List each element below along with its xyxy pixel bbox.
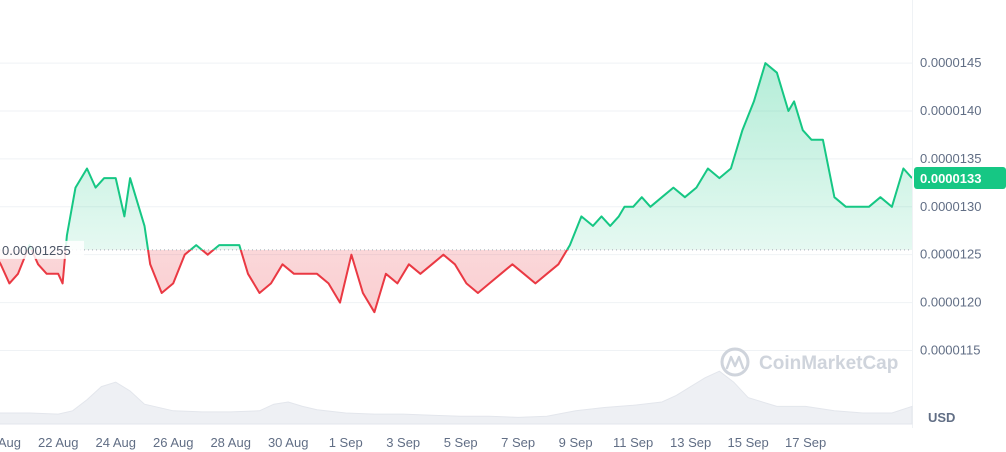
y-tick-label: 0.0000135 <box>920 151 981 166</box>
x-axis-ticks: 20 Aug 22 Aug 24 Aug 26 Aug 28 Aug 30 Aug 1 Se… <box>0 435 826 450</box>
y-tick-label: 0.0000125 <box>920 247 981 262</box>
x-tick-label: 20 Aug <box>0 435 21 450</box>
x-tick-label: 24 Aug <box>95 435 136 450</box>
x-tick-label: 17 Sep <box>785 435 826 450</box>
price-line-below-baseline <box>0 249 569 314</box>
baseline-label: 0.00001255 <box>0 240 84 259</box>
volume-area <box>0 370 913 425</box>
x-tick-label: 15 Sep <box>728 435 769 450</box>
x-tick-label: 30 Aug <box>268 435 309 450</box>
y-axis-ticks: 0.0000115 0.0000120 0.0000125 0.0000130 0.00… <box>920 55 981 357</box>
current-price-text: 0.0000133 <box>920 171 981 186</box>
y-tick-label: 0.0000145 <box>920 55 981 70</box>
watermark-text: CoinMarketCap <box>759 353 898 374</box>
x-tick-label: 28 Aug <box>210 435 251 450</box>
currency-unit: USD <box>928 410 955 425</box>
x-tick-label: 5 Sep <box>444 435 478 450</box>
y-tick-label: 0.0000120 <box>920 295 981 310</box>
price-area-above-baseline <box>27 63 912 250</box>
baseline-label-text: 0.00001255 <box>2 243 71 258</box>
y-tick-label: 0.0000115 <box>920 342 981 357</box>
x-tick-label: 11 Sep <box>613 435 653 450</box>
x-tick-label: 13 Sep <box>670 435 711 450</box>
coinmarketcap-logo-icon <box>720 347 750 377</box>
watermark: CoinMarketCap <box>720 347 898 377</box>
x-tick-label: 9 Sep <box>559 435 593 450</box>
x-tick-label: 7 Sep <box>501 435 535 450</box>
x-tick-label: 22 Aug <box>38 435 79 450</box>
x-tick-label: 3 Sep <box>386 435 420 450</box>
x-tick-label: 26 Aug <box>153 435 194 450</box>
current-price-tag: 0.0000133 <box>914 167 1006 190</box>
y-tick-label: 0.0000140 <box>920 103 981 118</box>
price-area-below-baseline <box>0 249 912 313</box>
x-tick-label: 1 Sep <box>329 435 363 450</box>
y-tick-label: 0.0000130 <box>920 199 981 214</box>
price-line-above-baseline <box>26 62 912 250</box>
